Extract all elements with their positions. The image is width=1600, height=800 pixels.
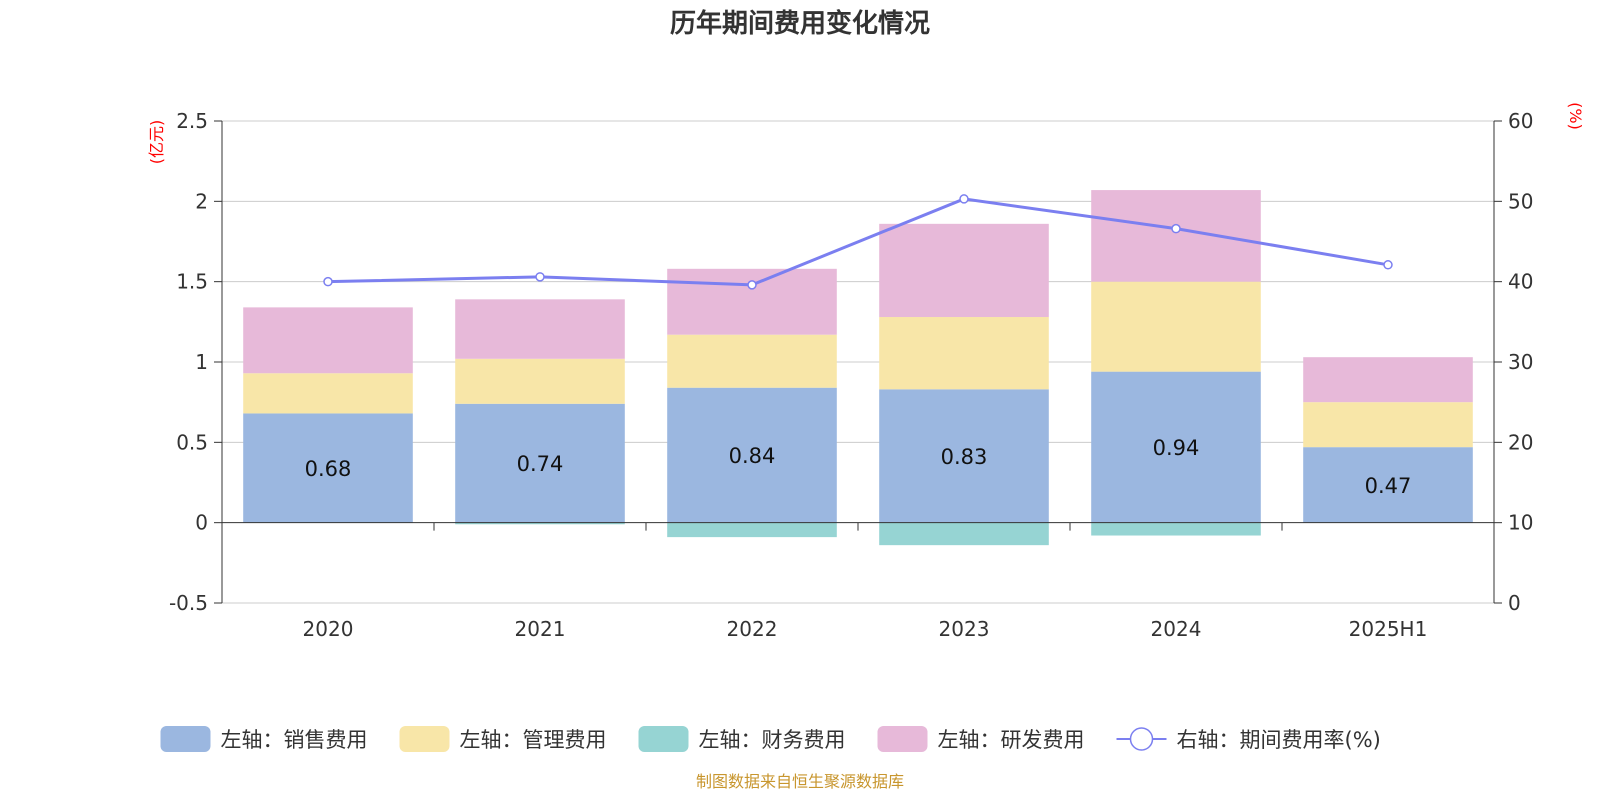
bar-segment: [879, 317, 1049, 390]
left-tick-label: 0: [195, 511, 208, 535]
bar-segment: [879, 389, 1049, 523]
legend-label: 右轴：期间费用率(%): [1177, 728, 1381, 752]
rate-point: [323, 276, 333, 287]
bar-segment: [455, 403, 625, 523]
x-tick-label: 2024: [1151, 617, 1202, 641]
bar-segment: [879, 522, 1049, 546]
right-tick-label: 10: [1508, 511, 1533, 535]
bar-segment: [455, 358, 625, 404]
right-tick-label: 30: [1508, 350, 1533, 374]
right-tick-label: 0: [1508, 591, 1521, 615]
bar-segment: [667, 522, 837, 538]
rate-point: [1383, 260, 1393, 270]
gridlines: [222, 120, 1494, 604]
bar-segment: [455, 522, 625, 525]
legend-line-marker: [1129, 727, 1154, 751]
bar-segment: [667, 387, 837, 523]
x-tick-label: 2023: [939, 617, 990, 641]
data-label: 0.74: [517, 452, 564, 476]
legend: 左轴：销售费用 左轴：管理费用 左轴：财务费用 左轴：研发费用 右轴：期间费用率(%): [160, 726, 1381, 752]
legend-swatch: [877, 726, 928, 752]
legend-label: 左轴：财务费用: [699, 728, 846, 752]
bar-segment: [667, 334, 837, 388]
bar-segment: [243, 307, 413, 374]
left-tick-label: 0.5: [176, 430, 208, 454]
right-tick-label: 50: [1508, 189, 1533, 213]
bar-segment: [455, 299, 625, 359]
data-label: 0.94: [1153, 436, 1200, 460]
legend-swatch: [160, 726, 211, 752]
bar-segment: [1091, 190, 1261, 282]
axes: -0.5 0 0.5 1 1.5 2 2.5 0 10 20 30 40 50 60 2020 2021 202…: [169, 109, 1533, 641]
rate-point: [535, 272, 545, 282]
data-label: 0.83: [941, 445, 988, 469]
legend-label: 左轴：研发费用: [938, 728, 1085, 752]
bar-segment: [243, 373, 413, 414]
data-labels: 0.68 0.74 0.84 0.83 0.94 0.47: [305, 436, 1412, 498]
left-tick-label: 1: [195, 350, 208, 374]
x-tick-label: 2020: [303, 617, 354, 641]
legend-swatch: [638, 726, 689, 752]
x-tick-label: 2025H1: [1349, 617, 1428, 641]
bar-segment: [1091, 371, 1261, 523]
x-tick-label: 2021: [515, 617, 566, 641]
bar-segment: [1303, 447, 1473, 523]
bar-segment: [1091, 281, 1261, 372]
x-tick-label: 2022: [727, 617, 778, 641]
rate-line-path: [327, 197, 1389, 287]
right-tick-label: 60: [1508, 109, 1533, 133]
rate-point: [1171, 223, 1181, 234]
source-note: 制图数据来自恒生聚源数据库: [696, 772, 904, 791]
legend-label: 左轴：管理费用: [460, 728, 607, 752]
bar-segment: [1303, 357, 1473, 403]
chart-title: 历年期间费用变化情况: [670, 8, 930, 39]
rate-point: [747, 280, 757, 290]
data-label: 0.84: [729, 444, 776, 468]
bar-segment: [1091, 522, 1261, 536]
left-tick-label: 2.5: [176, 109, 208, 133]
left-axis-unit: (亿元): [147, 120, 166, 165]
data-label: 0.47: [1365, 474, 1412, 498]
left-tick-label: 1.5: [176, 270, 208, 294]
left-tick-label: -0.5: [169, 591, 208, 615]
left-tick-label: 2: [195, 189, 208, 213]
bar-segment: [1303, 402, 1473, 448]
bar-segment: [879, 223, 1049, 318]
right-tick-label: 20: [1508, 430, 1533, 454]
data-label: 0.68: [305, 457, 352, 481]
rate-line: [323, 194, 1393, 290]
legend-label: 左轴：销售费用: [221, 728, 368, 752]
bar-segment: [243, 413, 413, 523]
rate-point: [959, 194, 969, 204]
legend-swatch: [399, 726, 450, 752]
bar-segment: [667, 268, 837, 335]
right-tick-label: 40: [1508, 270, 1533, 294]
right-axis-unit: (%): [1566, 102, 1585, 130]
bars: [243, 190, 1473, 546]
